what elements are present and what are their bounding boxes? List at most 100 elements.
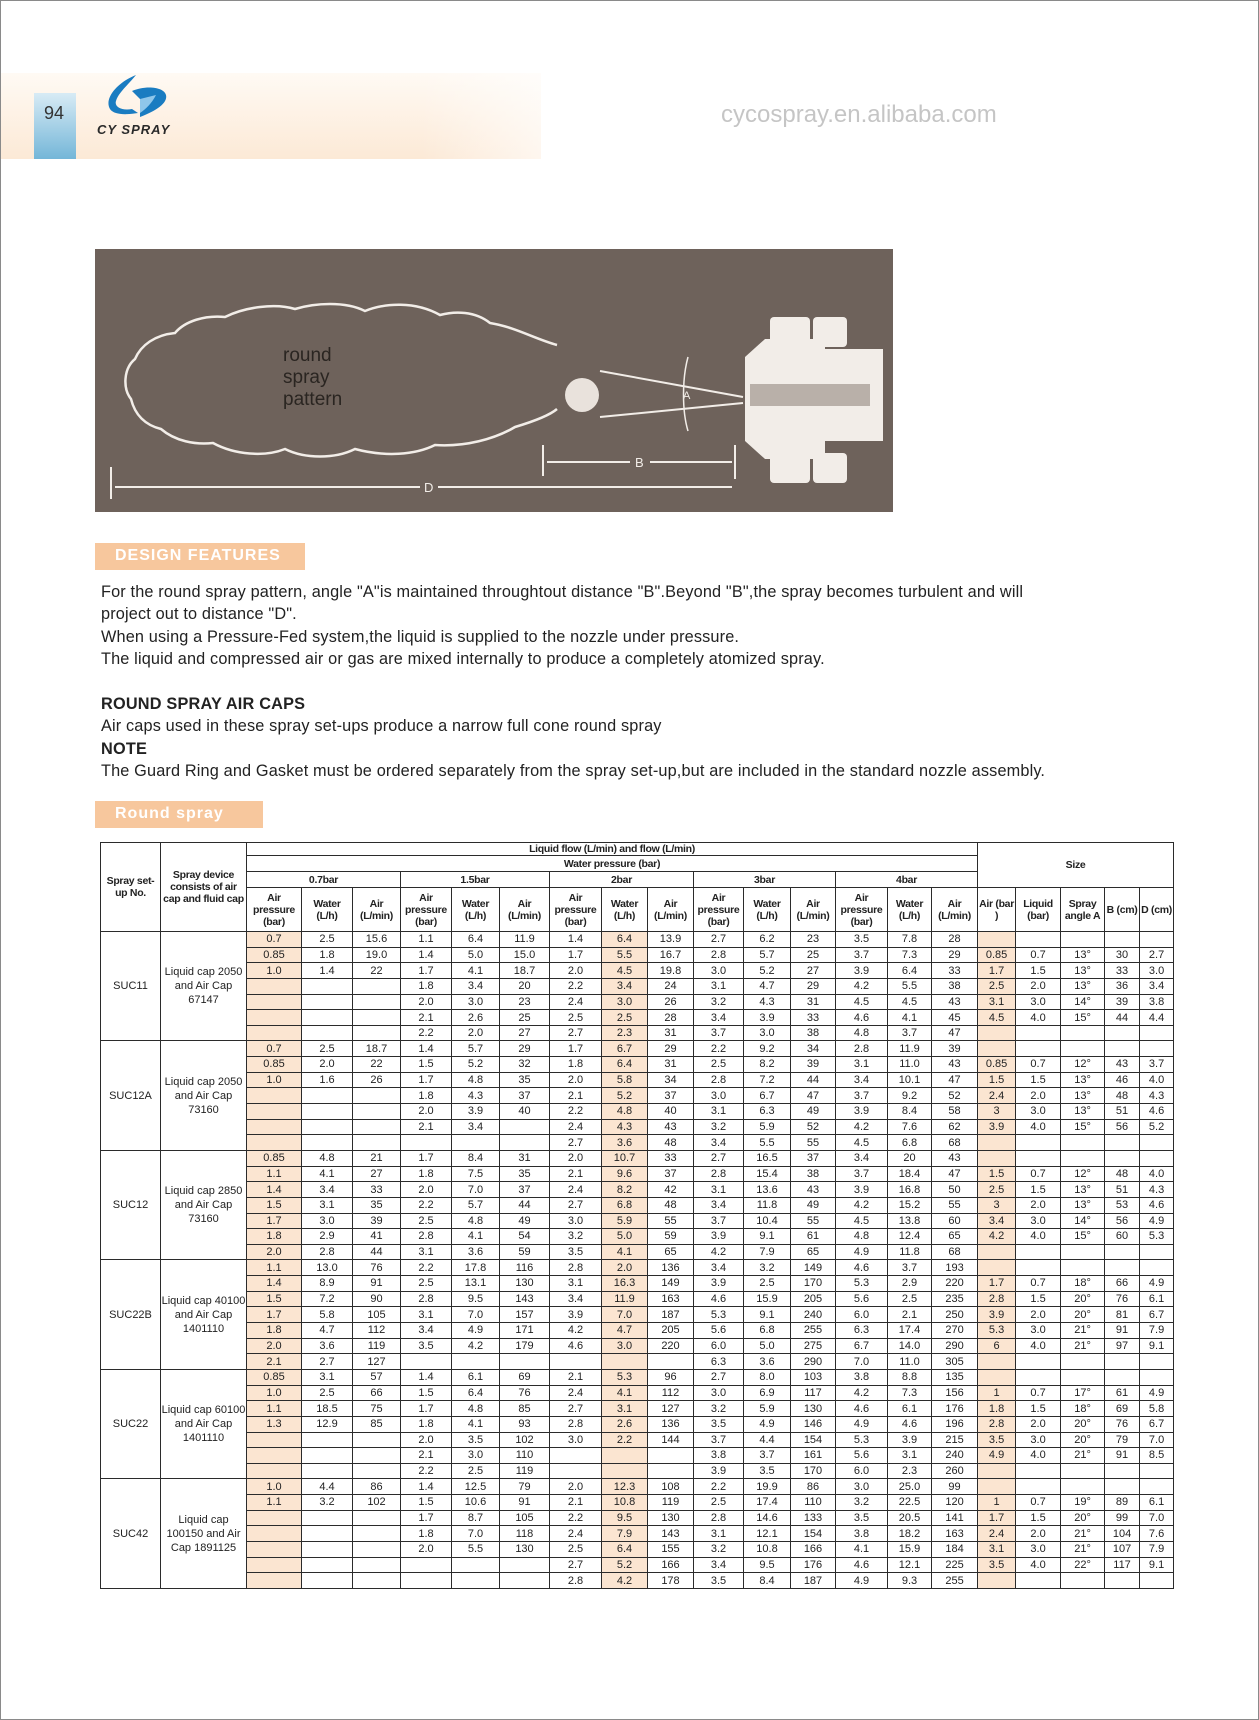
- table-cell: 3.9: [835, 962, 888, 979]
- table-cell: 4.2: [835, 1118, 888, 1136]
- table-cell: [977, 1572, 1017, 1589]
- table-cell: [977, 1478, 1017, 1496]
- table-cell: 3.2: [693, 993, 744, 1011]
- table-cell: 119: [647, 1494, 694, 1511]
- table-cell: 105: [352, 1306, 401, 1324]
- table-cell: 3.5: [977, 1431, 1017, 1449]
- table-cell: 6: [977, 1337, 1017, 1355]
- table-cell: [246, 1103, 302, 1120]
- setup-number: SUC42: [100, 1478, 161, 1589]
- table-cell: 2.5: [693, 1494, 744, 1511]
- table-cell: 4.5: [601, 962, 648, 979]
- table-cell: 6.0: [835, 1306, 888, 1324]
- table-cell: 3.1: [301, 1196, 353, 1214]
- table-cell: 2.5: [977, 977, 1017, 995]
- table-cell: [301, 1431, 353, 1449]
- table-cell: 4.1: [451, 962, 500, 979]
- table-cell: 9.5: [743, 1556, 791, 1574]
- table-cell: 5.2: [601, 1087, 648, 1105]
- table-cell: 17.4: [887, 1322, 932, 1339]
- table-cell: 130: [499, 1540, 550, 1558]
- table-cell: 29: [790, 977, 836, 995]
- table-cell: 65: [790, 1243, 836, 1261]
- table-cell: 7.0: [601, 1306, 648, 1324]
- table-cell: 3.4: [693, 1259, 744, 1277]
- table-cell: 166: [647, 1556, 694, 1574]
- table-cell: 16.3: [601, 1275, 648, 1292]
- table-cell: 18°: [1060, 1400, 1106, 1417]
- table-cell: 36: [1104, 977, 1141, 995]
- header-sub: Air (L/min): [790, 887, 836, 932]
- table-cell: 2.5: [301, 931, 353, 948]
- table-cell: 130: [790, 1400, 836, 1417]
- table-cell: 7.9: [1139, 1322, 1175, 1339]
- table-cell: 6.7: [601, 1040, 648, 1058]
- table-cell: 1.4: [246, 1275, 302, 1292]
- caption-line: spray: [283, 367, 330, 388]
- table-row: 1.0 1.6 26 1.7 4.8 35 2.0 5.8 34 2.8 7.2 44 3.4 10.1 4…: [101, 1071, 1175, 1089]
- table-cell: 0.7: [1015, 1056, 1062, 1073]
- table-cell: 2.5: [743, 1275, 791, 1292]
- table-cell: 136: [647, 1415, 694, 1433]
- table-cell: 6.4: [601, 1540, 648, 1558]
- table-cell: 2.0: [400, 993, 452, 1011]
- table-cell: 49: [790, 1103, 836, 1120]
- table-cell: 48: [1104, 1087, 1141, 1105]
- table-cell: 3.0: [451, 1447, 500, 1464]
- table-cell: 85: [352, 1415, 401, 1433]
- table-cell: 47: [930, 1024, 979, 1042]
- table-cell: 1.0: [246, 1478, 302, 1496]
- table-cell: 37: [790, 1149, 836, 1167]
- table-cell: 3.7: [1139, 1056, 1175, 1073]
- table-cell: 2.2: [549, 977, 602, 995]
- table-cell: 1.7: [549, 946, 602, 964]
- table-cell: 52: [790, 1118, 836, 1136]
- table-cell: 47: [930, 1165, 979, 1183]
- table-cell: 15.2: [887, 1196, 932, 1214]
- table-cell: 35: [499, 1165, 550, 1183]
- table-cell: 79: [499, 1478, 550, 1496]
- table-cell: 21°: [1060, 1447, 1106, 1464]
- spray-pattern-illustration: A B D: [110, 302, 883, 499]
- table-cell: 6.3: [743, 1103, 791, 1120]
- header-sub: Water (L/h): [451, 887, 500, 932]
- table-cell: 1.5: [1015, 1071, 1062, 1089]
- table-cell: 8.8: [887, 1368, 932, 1386]
- table-cell: 11.0: [887, 1353, 932, 1370]
- table-cell: 33: [790, 1009, 836, 1026]
- table-cell: 107: [1104, 1540, 1141, 1558]
- table-cell: 270: [930, 1322, 979, 1339]
- table-cell: 44: [499, 1196, 550, 1214]
- table-cell: 3.4: [1139, 977, 1175, 995]
- table-cell: 3.2: [743, 1259, 791, 1277]
- table-cell: [352, 1009, 401, 1026]
- table-cell: 2.2: [400, 1024, 452, 1042]
- table-cell: 2.0: [246, 1243, 302, 1261]
- table-row: 2.7 3.6 48 3.4 5.5 55 4.5 6.8 68: [101, 1134, 1175, 1151]
- table-row: 2.0 3.0 23 2.4 3.0 26 3.2 4.3 31 4.5 4.5 43 3.1 3.0 14…: [101, 993, 1175, 1011]
- distance-d-label: D: [424, 480, 433, 495]
- table-cell: 143: [647, 1525, 694, 1542]
- air-caps-heading: ROUND SPRAY AIR CAPS: [101, 695, 306, 713]
- table-cell: 4.2: [977, 1228, 1017, 1245]
- table-cell: 0.85: [246, 1149, 302, 1167]
- header-size-col: Spray angle A: [1060, 887, 1106, 932]
- table-cell: 15.0: [499, 946, 550, 964]
- note-heading: NOTE: [101, 739, 148, 758]
- table-cell: 14.0: [887, 1337, 932, 1355]
- header-sub: Water (L/h): [301, 887, 353, 932]
- table-cell: 26: [647, 993, 694, 1011]
- table-cell: 110: [790, 1494, 836, 1511]
- table-cell: 2.2: [549, 1509, 602, 1527]
- header-liquid-flow: Liquid flow (L/min) and flow (L/min): [245, 842, 979, 856]
- table-cell: 7.2: [743, 1071, 791, 1089]
- table-cell: 144: [647, 1431, 694, 1449]
- table-cell: 12.5: [451, 1478, 500, 1496]
- table-cell: 1.5: [400, 1384, 452, 1402]
- table-cell: 3.1: [400, 1243, 452, 1261]
- table-cell: 76: [352, 1259, 401, 1277]
- header-sub: Air (L/min): [352, 887, 401, 932]
- setup-number: SUC12A: [100, 1040, 161, 1151]
- table-cell: 1.8: [400, 977, 452, 995]
- table-cell: 4.1: [451, 1415, 500, 1433]
